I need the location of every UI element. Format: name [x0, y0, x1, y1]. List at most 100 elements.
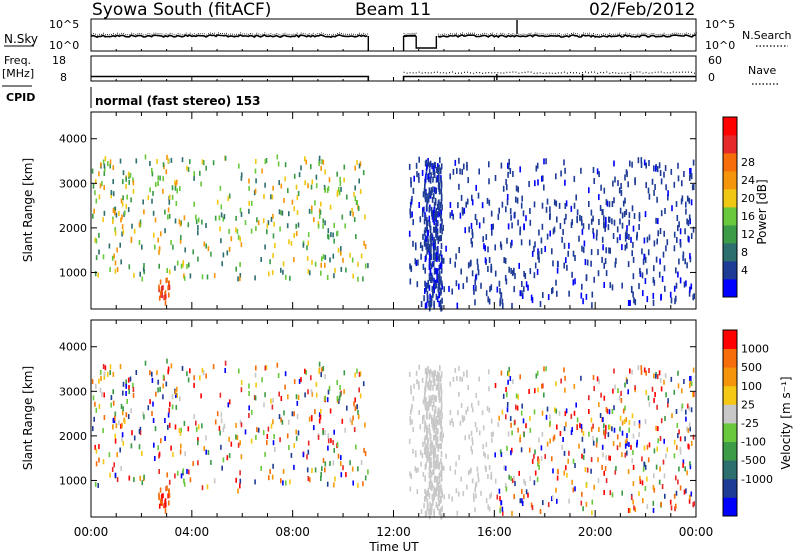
data-point	[655, 256, 658, 263]
data-point	[141, 276, 144, 282]
data-point	[685, 201, 687, 208]
data-point	[333, 238, 335, 244]
data-point	[519, 374, 521, 380]
data-point	[498, 488, 501, 494]
data-point	[473, 288, 475, 295]
data-point	[237, 488, 239, 494]
data-point	[441, 297, 443, 304]
data-point	[423, 206, 425, 213]
data-point	[659, 228, 662, 234]
data-point	[432, 261, 434, 268]
data-point	[631, 161, 633, 168]
colorbar-swatch	[723, 207, 737, 226]
data-point	[192, 249, 194, 255]
data-point	[341, 418, 344, 424]
data-point	[265, 158, 268, 163]
data-point	[103, 185, 105, 191]
data-point	[430, 395, 433, 402]
power-panel-frame	[90, 111, 697, 310]
data-point	[336, 191, 339, 197]
data-point	[226, 455, 229, 461]
data-point	[431, 493, 434, 500]
data-point	[533, 245, 535, 252]
data-point	[121, 224, 124, 230]
data-point	[409, 409, 412, 415]
data-point	[440, 163, 443, 170]
data-point	[278, 414, 281, 420]
data-point	[320, 372, 322, 378]
data-point	[440, 371, 443, 378]
data-point	[428, 472, 431, 478]
data-point	[591, 291, 594, 298]
data-point	[438, 169, 440, 176]
data-point	[595, 234, 598, 241]
data-point	[563, 159, 565, 166]
data-point	[434, 227, 437, 233]
data-point	[322, 458, 325, 463]
data-point	[154, 456, 156, 461]
data-point	[574, 278, 576, 285]
data-point	[662, 251, 665, 258]
data-point	[256, 427, 258, 433]
data-point	[434, 282, 437, 289]
data-point	[409, 208, 411, 215]
data-point	[126, 398, 128, 404]
data-point	[428, 513, 431, 520]
data-point	[255, 159, 257, 164]
data-point	[620, 190, 623, 196]
data-point	[175, 201, 178, 206]
data-point	[669, 499, 672, 505]
data-point	[108, 452, 111, 458]
data-point	[102, 217, 104, 223]
data-point	[425, 285, 428, 292]
data-point	[171, 185, 174, 191]
data-point	[555, 173, 557, 180]
colorbar-swatch	[723, 441, 737, 461]
data-point	[317, 220, 320, 226]
data-point	[94, 481, 97, 487]
data-point	[490, 471, 493, 477]
data-point	[156, 159, 158, 164]
data-point	[109, 370, 111, 376]
data-point	[430, 380, 432, 387]
data-point	[521, 293, 524, 299]
data-point	[629, 160, 631, 167]
data-point	[597, 270, 600, 277]
data-point	[558, 202, 561, 209]
data-point	[433, 434, 435, 441]
data-point	[112, 219, 114, 224]
colorbar-swatch	[723, 404, 737, 424]
power-colorbar-tick: 4	[741, 264, 748, 277]
data-point	[689, 382, 691, 388]
nsearch-dots	[91, 32, 697, 36]
data-point	[440, 375, 442, 381]
data-point	[472, 493, 475, 498]
data-point	[240, 211, 243, 217]
data-point	[266, 229, 268, 235]
data-point	[440, 469, 443, 476]
data-point	[514, 211, 516, 218]
data-point	[432, 242, 435, 249]
data-point	[656, 238, 658, 245]
data-point	[455, 253, 457, 260]
data-point	[306, 255, 309, 261]
data-point	[435, 293, 438, 300]
data-point	[692, 184, 695, 190]
data-point	[608, 201, 611, 208]
data-point	[155, 182, 157, 187]
data-point	[426, 401, 428, 408]
data-point	[139, 475, 141, 481]
data-point	[164, 209, 166, 215]
data-point	[571, 479, 573, 485]
data-point	[593, 484, 595, 490]
x-tick-label: 12:00	[376, 525, 411, 539]
data-point	[293, 443, 295, 449]
data-point	[441, 465, 444, 471]
data-point	[304, 156, 306, 162]
data-point	[201, 219, 203, 225]
data-point	[439, 263, 442, 270]
data-point	[558, 410, 561, 416]
data-point	[521, 498, 523, 504]
data-point	[272, 440, 275, 446]
data-point	[432, 186, 434, 193]
